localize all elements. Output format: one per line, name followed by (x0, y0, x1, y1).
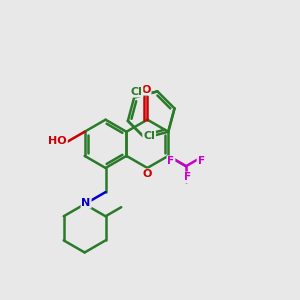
Text: O: O (141, 85, 151, 94)
Text: F: F (197, 156, 205, 166)
Text: Cl: Cl (143, 131, 155, 141)
Text: F: F (167, 156, 175, 166)
Text: N: N (82, 198, 91, 208)
Text: F: F (184, 172, 191, 182)
Text: O: O (143, 169, 152, 179)
Text: Cl: Cl (130, 87, 142, 97)
Text: HO: HO (48, 136, 67, 146)
